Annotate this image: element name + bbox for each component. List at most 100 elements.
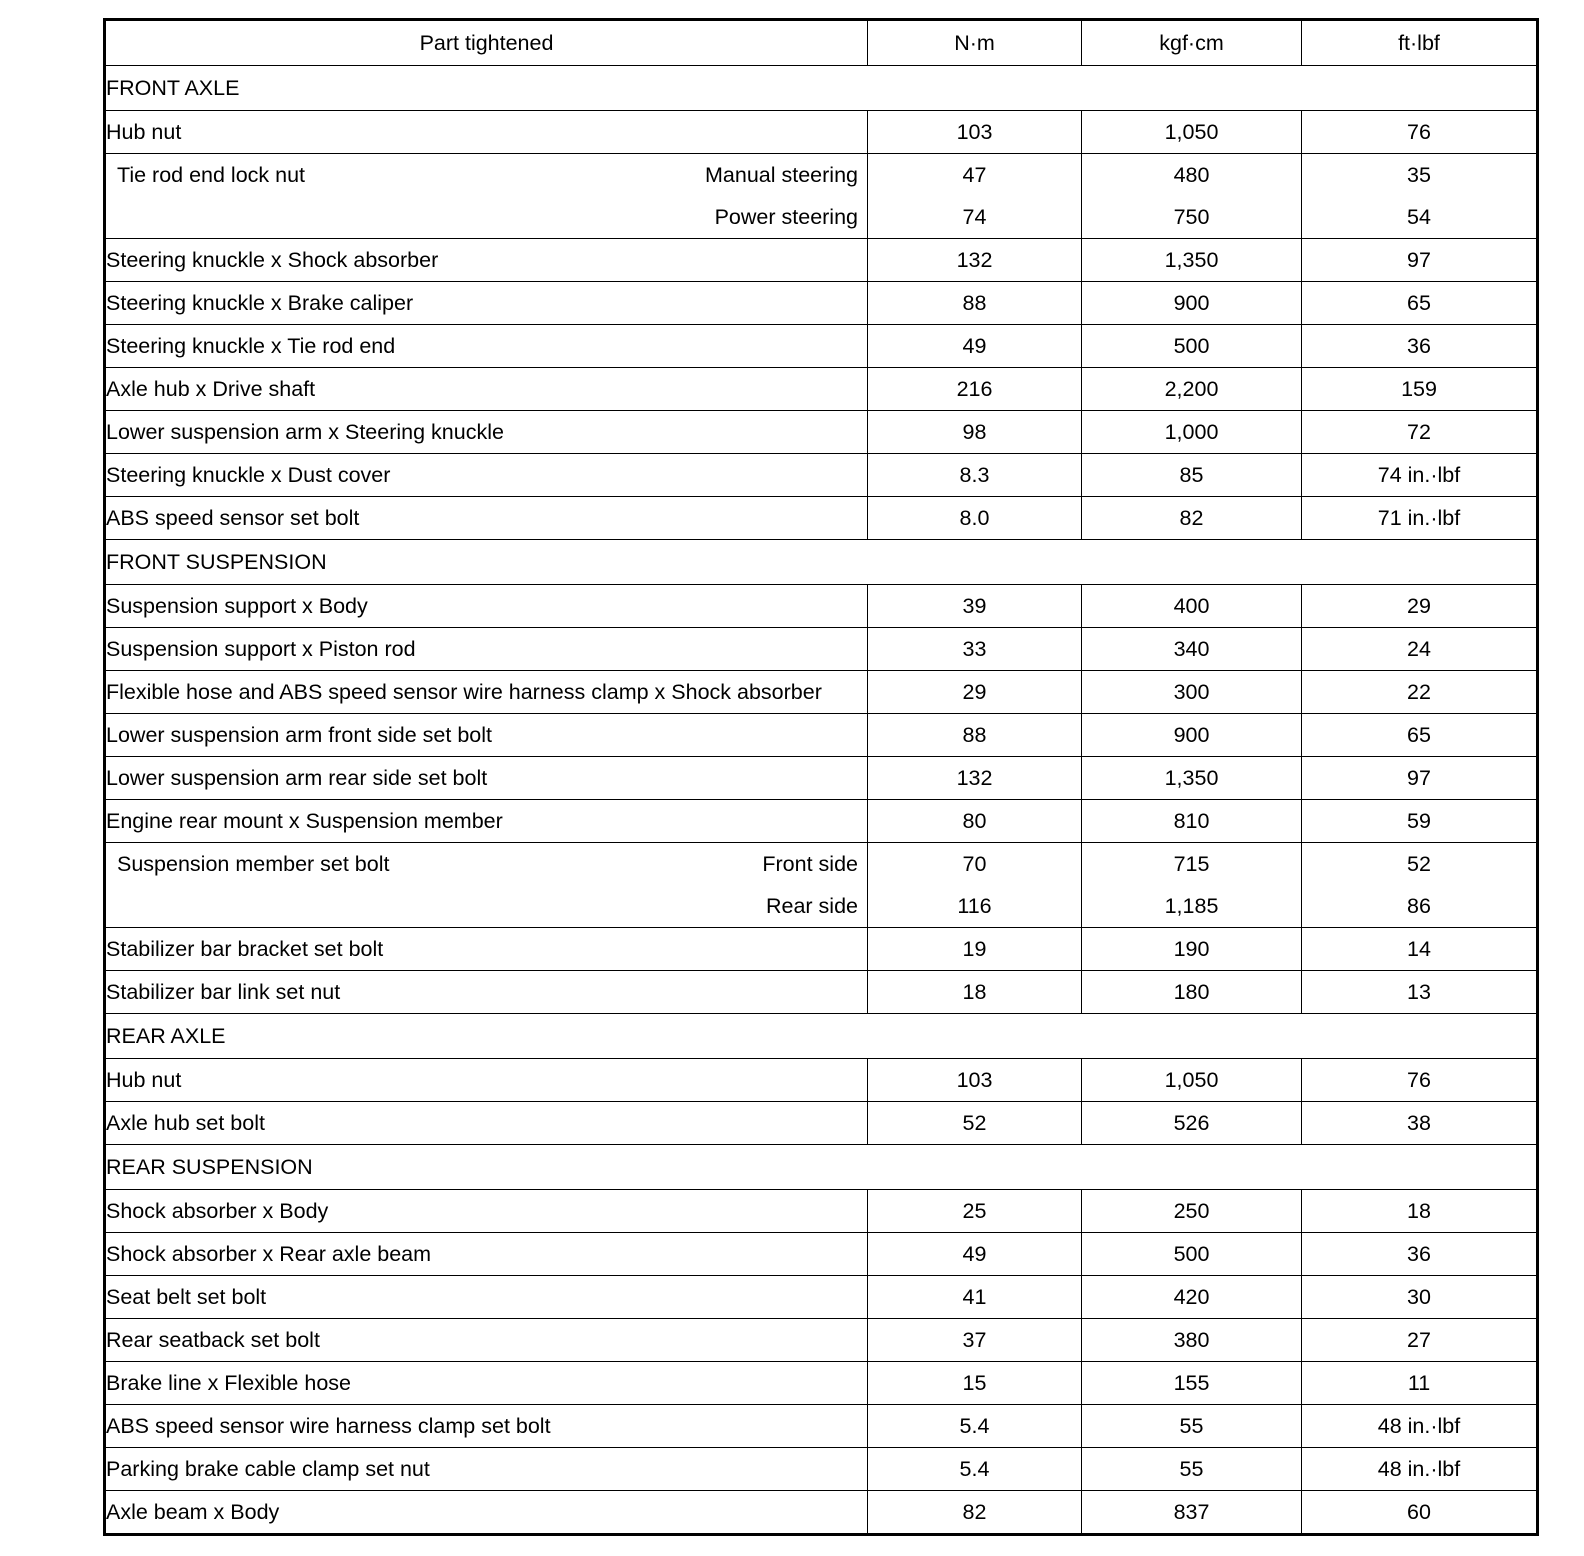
table-row: Hub nut 103 1,050 76 xyxy=(104,1058,1538,1102)
value-cell-nm: 8.0 xyxy=(867,496,1082,540)
table-row: Steering knuckle x Shock absorber 132 1,35… xyxy=(104,238,1538,282)
value-cell-nm: 8.3 xyxy=(867,453,1082,497)
table-row: ABS speed sensor set bolt 8.0 82 71 in.·lbf xyxy=(104,496,1538,540)
value-cell-kgf: 480 750 xyxy=(1081,153,1302,239)
value-cell-ftlbf: 11 xyxy=(1301,1361,1538,1405)
value-cell-kgf: 155 xyxy=(1081,1361,1302,1405)
part-name-cell: Hub nut xyxy=(104,1058,868,1102)
value-cell-kgf: 900 xyxy=(1081,713,1302,757)
table-row: Rear seatback set bolt 37 380 27 xyxy=(104,1318,1538,1362)
value-cell-kgf: 2,200 xyxy=(1081,367,1302,411)
part-name-cell: Suspension member set bolt Front side Rear… xyxy=(104,842,868,928)
table-row: Seat belt set bolt 41 420 30 xyxy=(104,1275,1538,1319)
value-cell-nm: 25 xyxy=(867,1189,1082,1233)
section-header-row: FRONT AXLE xyxy=(104,65,1538,111)
table-row: Engine rear mount x Suspension member 80 8… xyxy=(104,799,1538,843)
value-cell-nm: 15 xyxy=(867,1361,1082,1405)
value-cell-nm: 82 xyxy=(867,1490,1082,1535)
part-name-cell: Steering knuckle x Dust cover xyxy=(104,453,868,497)
value-cell-ftlbf: 29 xyxy=(1301,584,1538,628)
value-cell-kgf: 1,050 xyxy=(1081,110,1302,154)
torque-specification-table: Part tightened N·m kgf·cm ft·lbf FRONT A… xyxy=(103,18,1539,1536)
value-cell-ftlbf: 27 xyxy=(1301,1318,1538,1362)
column-header-ftlbf: ft·lbf xyxy=(1301,19,1538,66)
table-row: Lower suspension arm front side set bolt… xyxy=(104,713,1538,757)
value-cell-nm: 88 xyxy=(867,713,1082,757)
torque-value: 480 xyxy=(1173,162,1210,187)
value-cell-nm: 98 xyxy=(867,410,1082,454)
value-cell-ftlbf: 18 xyxy=(1301,1189,1538,1233)
value-cell-ftlbf: 36 xyxy=(1301,324,1538,368)
section-title: REAR SUSPENSION xyxy=(104,1144,1538,1190)
part-name-cell: Hub nut xyxy=(104,110,868,154)
value-cell-kgf: 400 xyxy=(1081,584,1302,628)
part-name-cell: Axle hub x Drive shaft xyxy=(104,367,868,411)
table-header: Part tightened N·m kgf·cm ft·lbf xyxy=(104,19,1538,66)
value-cell-nm: 39 xyxy=(867,584,1082,628)
value-cell-nm: 49 xyxy=(867,324,1082,368)
part-name-cell: Steering knuckle x Shock absorber xyxy=(104,238,868,282)
section-title: FRONT SUSPENSION xyxy=(104,539,1538,585)
table-row: Steering knuckle x Tie rod end 49 500 36 xyxy=(104,324,1538,368)
table-row: Lower suspension arm rear side set bolt 1… xyxy=(104,756,1538,800)
header-row: Part tightened N·m kgf·cm ft·lbf xyxy=(104,19,1538,66)
value-cell-nm: 216 xyxy=(867,367,1082,411)
value-cell-ftlbf: 97 xyxy=(1301,756,1538,800)
value-cell-ftlbf: 36 xyxy=(1301,1232,1538,1276)
part-name-cell: Parking brake cable clamp set nut xyxy=(104,1447,868,1491)
value-cell-nm: 80 xyxy=(867,799,1082,843)
table-row: Steering knuckle x Brake caliper 88 900 65 xyxy=(104,281,1538,325)
torque-value: 715 xyxy=(1173,851,1210,876)
value-cell-ftlbf: 38 xyxy=(1301,1101,1538,1145)
part-name: Suspension member set bolt xyxy=(117,851,390,876)
table-row: Suspension support x Piston rod 33 340 24 xyxy=(104,627,1538,671)
value-cell-kgf: 82 xyxy=(1081,496,1302,540)
torque-value: 52 xyxy=(1407,851,1431,876)
part-name-cell: Axle beam x Body xyxy=(104,1490,868,1535)
value-cell-kgf: 420 xyxy=(1081,1275,1302,1319)
value-cell-ftlbf: 74 in.·lbf xyxy=(1301,453,1538,497)
part-name-cell: Stabilizer bar bracket set bolt xyxy=(104,927,868,971)
part-name-cell: ABS speed sensor set bolt xyxy=(104,496,868,540)
value-cell-ftlbf: 48 in.·lbf xyxy=(1301,1447,1538,1491)
table-row: Brake line x Flexible hose 15 155 11 xyxy=(104,1361,1538,1405)
table-row: Axle hub x Drive shaft 216 2,200 159 xyxy=(104,367,1538,411)
value-cell-kgf: 1,000 xyxy=(1081,410,1302,454)
value-cell-nm: 52 xyxy=(867,1101,1082,1145)
part-name-cell: Shock absorber x Body xyxy=(104,1189,868,1233)
table-row: Stabilizer bar bracket set bolt 19 190 14 xyxy=(104,927,1538,971)
value-cell-nm: 49 xyxy=(867,1232,1082,1276)
table-row: Tie rod end lock nut Manual steering Power… xyxy=(104,153,1538,239)
value-cell-nm: 37 xyxy=(867,1318,1082,1362)
torque-value: 116 xyxy=(957,893,992,918)
value-cell-kgf: 380 xyxy=(1081,1318,1302,1362)
part-variant-label: Manual steering xyxy=(705,162,858,187)
part-name-cell: Steering knuckle x Tie rod end xyxy=(104,324,868,368)
part-name-cell: Brake line x Flexible hose xyxy=(104,1361,868,1405)
value-cell-ftlbf: 76 xyxy=(1301,1058,1538,1102)
torque-value: 35 xyxy=(1407,162,1431,187)
part-name-cell: Suspension support x Piston rod xyxy=(104,627,868,671)
value-cell-ftlbf: 59 xyxy=(1301,799,1538,843)
torque-value: 750 xyxy=(1173,204,1210,229)
value-cell-kgf: 900 xyxy=(1081,281,1302,325)
part-variant-label: Rear side xyxy=(765,893,858,918)
part-name-cell: Tie rod end lock nut Manual steering Power… xyxy=(104,153,868,239)
table-row: Lower suspension arm x Steering knuckle 9… xyxy=(104,410,1538,454)
value-cell-ftlbf: 30 xyxy=(1301,1275,1538,1319)
value-cell-nm: 5.4 xyxy=(867,1404,1082,1448)
value-cell-kgf: 85 xyxy=(1081,453,1302,497)
torque-value: 74 xyxy=(962,204,987,229)
table-row: Stabilizer bar link set nut 18 180 13 xyxy=(104,970,1538,1014)
table-row: Axle hub set bolt 52 526 38 xyxy=(104,1101,1538,1145)
value-cell-ftlbf: 60 xyxy=(1301,1490,1538,1535)
value-cell-nm: 5.4 xyxy=(867,1447,1082,1491)
value-cell-kgf: 810 xyxy=(1081,799,1302,843)
column-header-part: Part tightened xyxy=(104,19,868,66)
value-cell-kgf: 55 xyxy=(1081,1447,1302,1491)
part-name-cell: Steering knuckle x Brake caliper xyxy=(104,281,868,325)
value-cell-kgf: 526 xyxy=(1081,1101,1302,1145)
value-cell-kgf: 250 xyxy=(1081,1189,1302,1233)
part-variant-label: Front side xyxy=(762,851,858,876)
